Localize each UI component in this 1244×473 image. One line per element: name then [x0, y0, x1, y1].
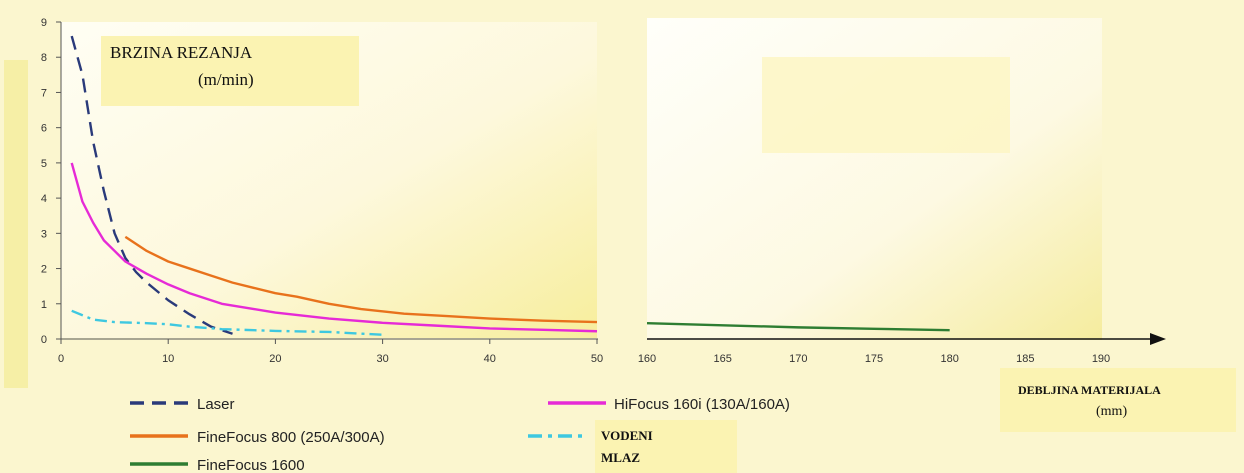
overlay-box — [595, 420, 737, 473]
y-axis-ticks: 0 1 2 3 4 5 6 7 8 9 — [41, 17, 61, 346]
y-tick-label: 5 — [41, 158, 47, 170]
chart-title-unit: (m/min) — [198, 70, 254, 89]
x-tick-label: 20 — [269, 353, 281, 365]
y-tick-label: 2 — [41, 264, 47, 276]
legend-label: Laser — [197, 396, 235, 413]
series-layer — [70, 35, 950, 336]
y-tick-label: 7 — [41, 87, 47, 99]
legend-label: HiFocus 160i (130A/160A) — [614, 396, 790, 413]
x-tick-label: 10 — [162, 353, 174, 365]
x-tick-label: 40 — [484, 353, 496, 365]
x-tick-label: 50 — [591, 353, 603, 365]
x-axis-label: DEBLJINA MATERIJALA — [1018, 383, 1161, 397]
y-tick-label: 4 — [41, 193, 47, 205]
x-axis-ticks-right: 160 165 170 175 180 185 190 — [638, 353, 1110, 365]
x-tick-label: 170 — [789, 353, 807, 365]
x-axis-unit: (mm) — [1096, 404, 1127, 419]
x-tick-label: 30 — [376, 353, 388, 365]
x-tick-label: 185 — [1016, 353, 1034, 365]
y-tick-label: 9 — [41, 17, 47, 29]
x-tick-label: 175 — [865, 353, 883, 365]
series-line — [70, 35, 233, 335]
right-panel-note-box — [762, 57, 1010, 153]
series-line — [70, 162, 598, 333]
x-tick-label: 165 — [713, 353, 731, 365]
x-axis-ticks-left: 0 10 20 30 40 50 — [58, 339, 603, 365]
y-tick-label: 1 — [41, 299, 47, 311]
x-tick-label: 0 — [58, 353, 64, 365]
title-box — [101, 36, 359, 106]
overlay-label-line2: MLAZ — [601, 450, 640, 465]
y-tick-label: 8 — [41, 52, 47, 64]
chart-title: BRZINA REZANJA — [110, 43, 253, 62]
xlabel-box — [1000, 368, 1236, 432]
x-tick-label: 190 — [1092, 353, 1110, 365]
series-line — [124, 235, 598, 324]
y-tick-label: 0 — [41, 334, 47, 346]
legend-label: FineFocus 800 (250A/300A) — [197, 429, 385, 446]
series-line — [71, 309, 383, 336]
legend-label: FineFocus 1600 — [197, 457, 305, 473]
x-tick-label: 180 — [940, 353, 958, 365]
left-margin-strip — [4, 60, 28, 388]
series-line — [646, 321, 950, 332]
y-tick-label: 3 — [41, 228, 47, 240]
overlay-label-line1: VODENI — [601, 428, 653, 443]
x-axis-arrow-icon — [1150, 333, 1166, 345]
x-tick-label: 160 — [638, 353, 656, 365]
y-tick-label: 6 — [41, 123, 47, 135]
